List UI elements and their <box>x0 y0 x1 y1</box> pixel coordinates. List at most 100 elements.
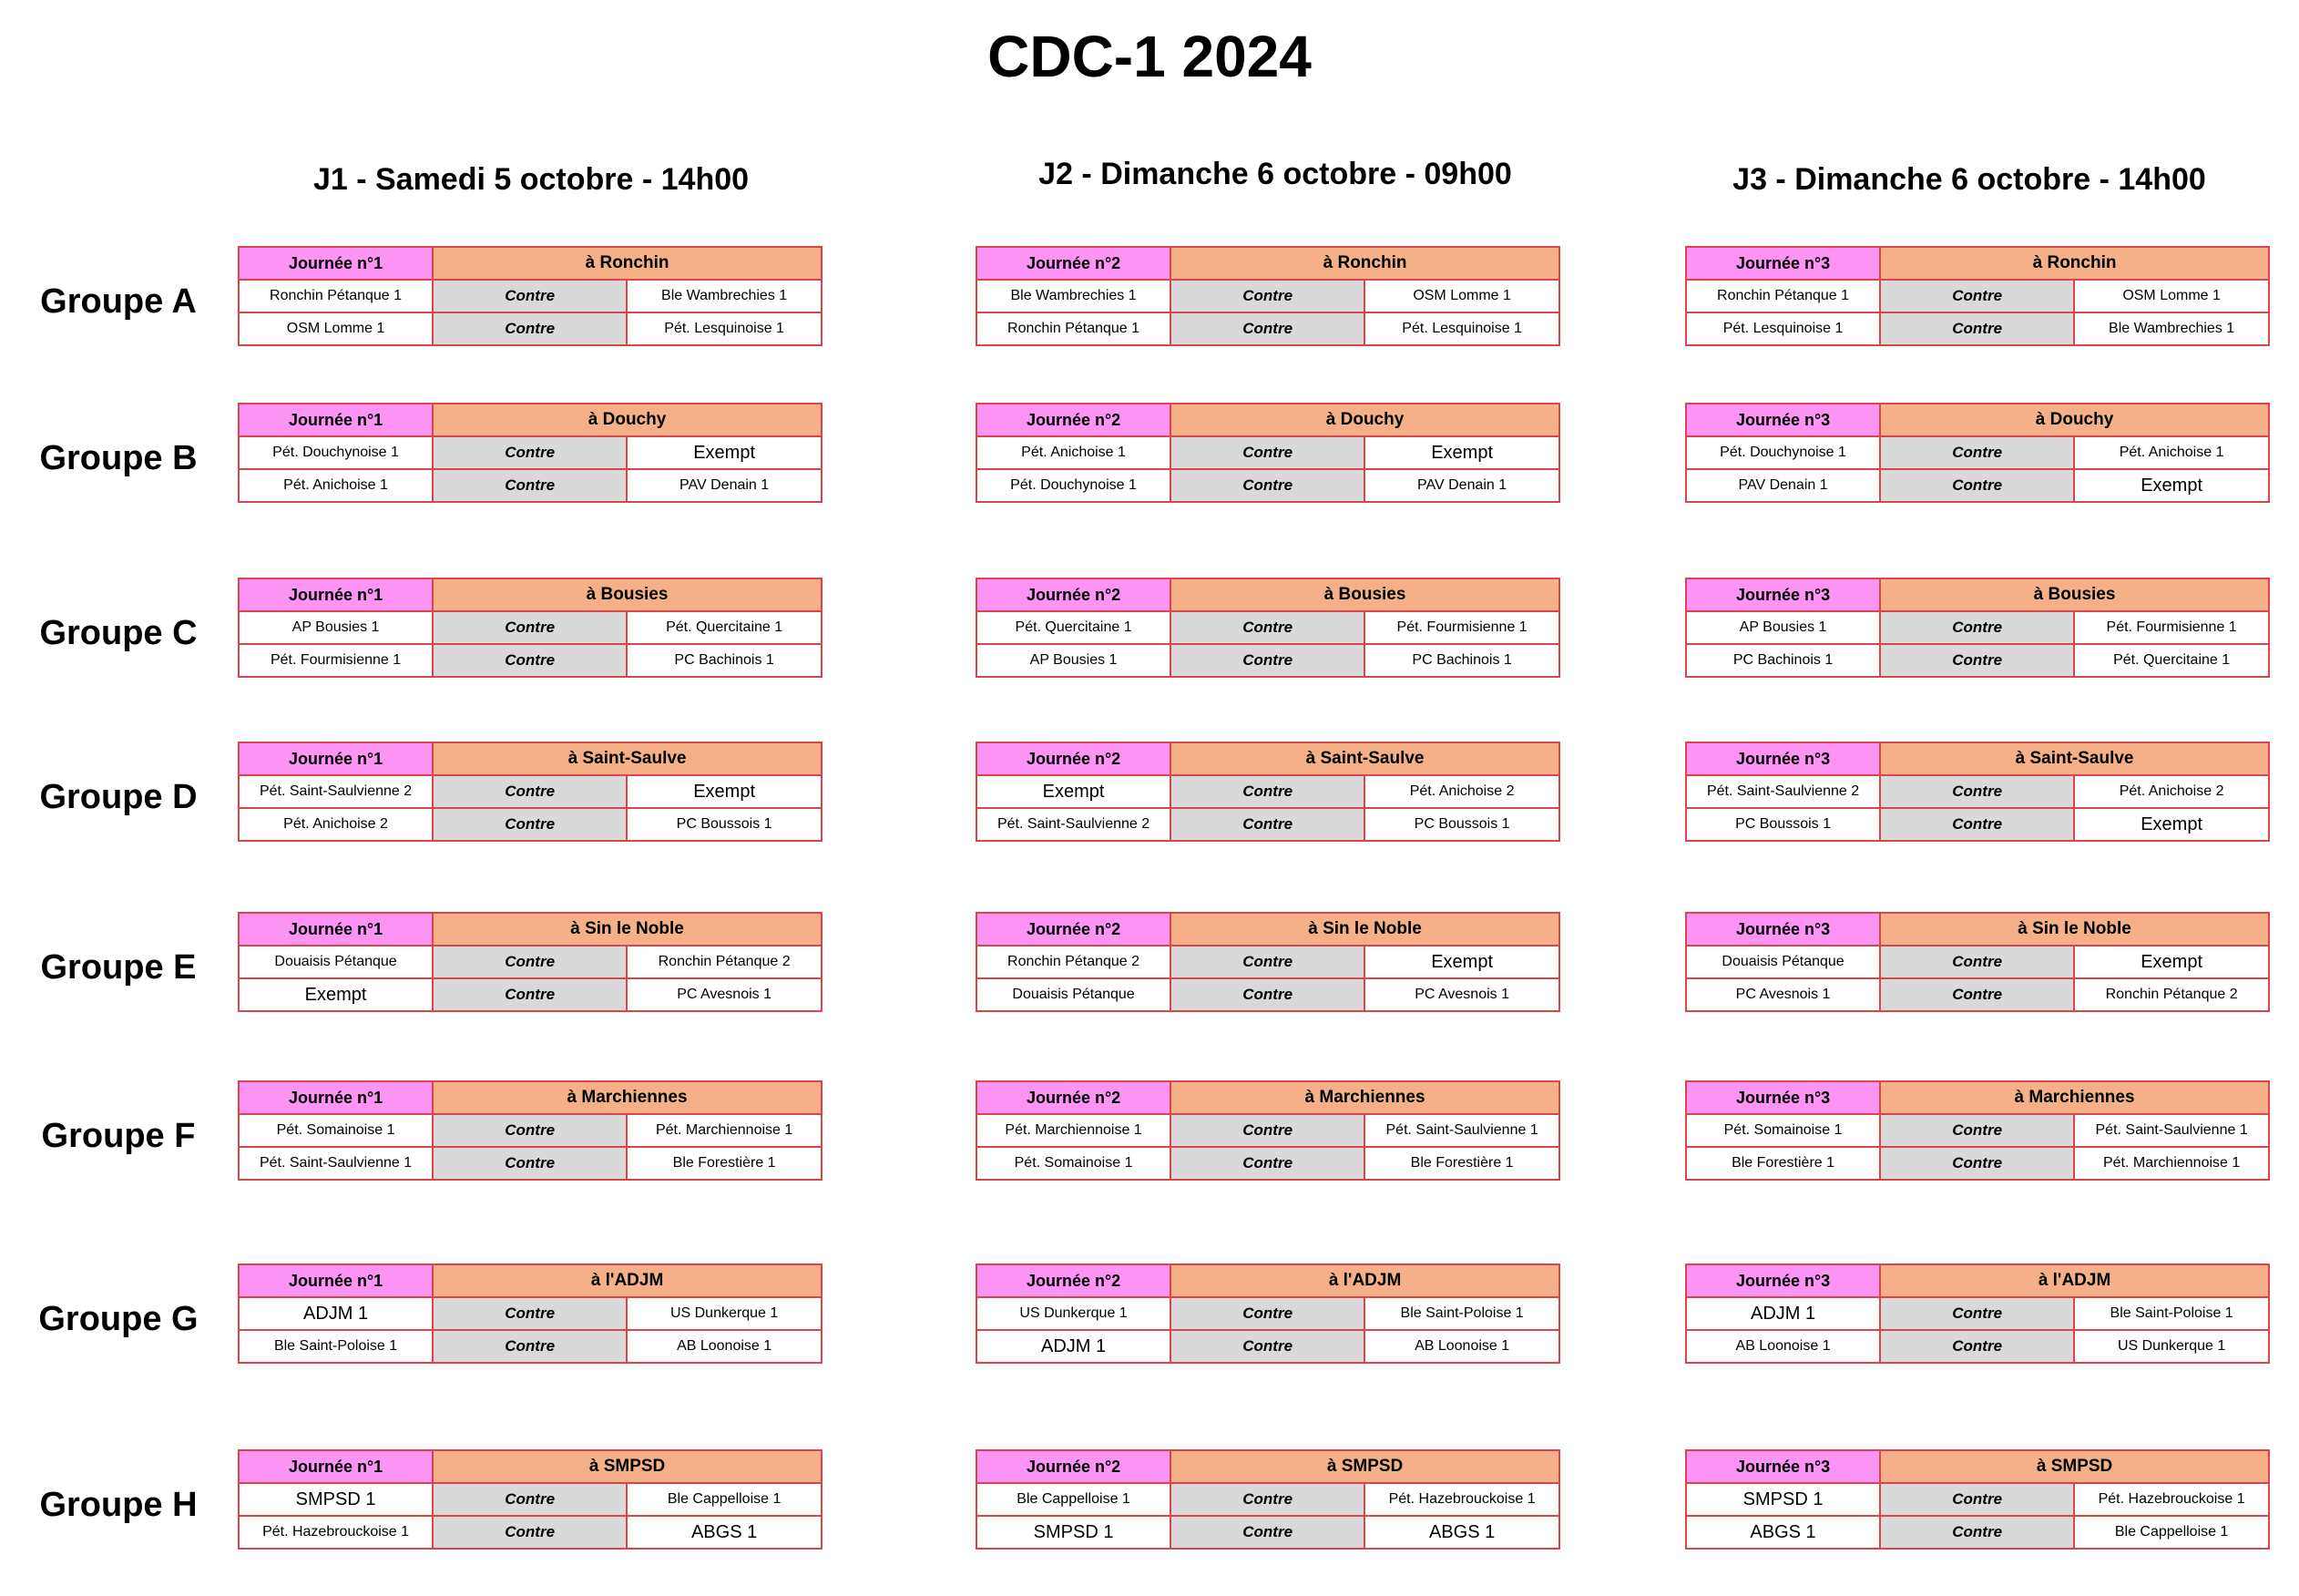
versus: Contre <box>1170 312 1366 346</box>
away-team: Ble Saint-Poloise 1 <box>2073 1296 2270 1331</box>
venue-cell: à SMPSD <box>432 1449 823 1484</box>
home-team: SMPSD 1 <box>237 1482 434 1517</box>
venue-cell: à Sin le Noble <box>1170 912 1560 946</box>
match-row: Pét. Saint-Saulvienne 1 Contre Ble Foresti… <box>237 1146 823 1181</box>
journee-cell: Journée n°1 <box>237 246 434 281</box>
versus: Contre <box>1170 807 1366 842</box>
match-row: ADJM 1 Contre Ble Saint-Poloise 1 <box>1684 1296 2270 1331</box>
match-row: Ble Cappelloise 1 Contre Pét. Hazebrouckoi… <box>975 1482 1560 1517</box>
away-team: PC Avesnois 1 <box>626 977 823 1012</box>
fixture-table: Journée n°3 à Marchiennes Pét. Somainoise … <box>1684 1080 2270 1181</box>
home-team: Douaisis Pétanque <box>975 977 1172 1012</box>
home-team: Pét. Fourmisienne 1 <box>237 643 434 678</box>
venue-cell: à l'ADJM <box>432 1264 823 1298</box>
away-team: Ble Saint-Poloise 1 <box>1364 1296 1560 1331</box>
fixture-table: Journée n°2 à Douchy Pét. Anichoise 1 Contr… <box>975 403 1560 503</box>
match-row: Exempt Contre Pét. Anichoise 2 <box>975 774 1560 809</box>
match-row: Pét. Saint-Saulvienne 2 Contre Pét. Anicho… <box>1684 774 2270 809</box>
match-row: Ronchin Pétanque 1 Contre Pét. Lesquinoise… <box>975 312 1560 346</box>
versus: Contre <box>1879 435 2076 470</box>
away-team: Exempt <box>1364 435 1560 470</box>
header-row: Journée n°1 à Douchy <box>237 403 823 437</box>
away-team: Ble Cappelloise 1 <box>2073 1515 2270 1550</box>
fixture-table: Journée n°2 à l'ADJM US Dunkerque 1 Contre B… <box>975 1264 1560 1364</box>
match-row: Pét. Lesquinoise 1 Contre Ble Wambrechies … <box>1684 312 2270 346</box>
match-row: Douaisis Pétanque Contre PC Avesnois 1 <box>975 977 1560 1012</box>
venue-cell: à Ronchin <box>432 246 823 281</box>
home-team: AB Loonoise 1 <box>1684 1329 1882 1364</box>
versus: Contre <box>1879 1515 2076 1550</box>
venue-cell: à l'ADJM <box>1170 1264 1560 1298</box>
fixture-table: Journée n°2 à SMPSD Ble Cappelloise 1 Contr… <box>975 1449 1560 1550</box>
match-row: Pét. Saint-Saulvienne 2 Contre Exempt <box>237 774 823 809</box>
journee-cell: Journée n°1 <box>237 1264 434 1298</box>
away-team: PC Boussois 1 <box>1364 807 1560 842</box>
home-team: Exempt <box>237 977 434 1012</box>
match-row: ADJM 1 Contre AB Loonoise 1 <box>975 1329 1560 1364</box>
away-team: Exempt <box>1364 945 1560 979</box>
versus: Contre <box>1879 1146 2076 1181</box>
versus: Contre <box>1879 1329 2076 1364</box>
journee-cell: Journée n°3 <box>1684 1449 1882 1484</box>
match-row: Douaisis Pétanque Contre Exempt <box>1684 945 2270 979</box>
match-row: Pét. Douchynoise 1 Contre Pét. Anichoise 1 <box>1684 435 2270 470</box>
home-team: Exempt <box>975 774 1172 809</box>
match-row: US Dunkerque 1 Contre Ble Saint-Poloise 1 <box>975 1296 1560 1331</box>
home-team: Ronchin Pétanque 1 <box>975 312 1172 346</box>
away-team: Pét. Anichoise 1 <box>2073 435 2270 470</box>
away-team: Pét. Lesquinoise 1 <box>626 312 823 346</box>
match-row: Ble Wambrechies 1 Contre OSM Lomme 1 <box>975 279 1560 313</box>
away-team: Pét. Anichoise 2 <box>1364 774 1560 809</box>
versus: Contre <box>1170 1296 1366 1331</box>
header-row: Journée n°1 à l'ADJM <box>237 1264 823 1298</box>
versus: Contre <box>1879 468 2076 503</box>
home-team: PAV Denain 1 <box>1684 468 1882 503</box>
journee-cell: Journée n°1 <box>237 912 434 946</box>
versus: Contre <box>432 1146 628 1181</box>
match-row: Pét. Douchynoise 1 Contre PAV Denain 1 <box>975 468 1560 503</box>
venue-cell: à Saint-Saulve <box>1879 742 2270 776</box>
home-team: AP Bousies 1 <box>237 610 434 645</box>
day-header: J3 - Dimanche 6 octobre - 14h00 <box>1732 162 2206 197</box>
home-team: Pét. Somainoise 1 <box>975 1146 1172 1181</box>
journee-cell: Journée n°2 <box>975 1449 1172 1484</box>
header-row: Journée n°1 à SMPSD <box>237 1449 823 1484</box>
versus: Contre <box>1170 279 1366 313</box>
fixture-table: Journée n°1 à Bousies AP Bousies 1 Contre Pé… <box>237 578 823 678</box>
away-team: PC Bachinois 1 <box>1364 643 1560 678</box>
home-team: ADJM 1 <box>237 1296 434 1331</box>
versus: Contre <box>1170 610 1366 645</box>
home-team: PC Avesnois 1 <box>1684 977 1882 1012</box>
versus: Contre <box>1170 1329 1366 1364</box>
match-row: PC Avesnois 1 Contre Ronchin Pétanque 2 <box>1684 977 2270 1012</box>
fixture-table: Journée n°3 à Bousies AP Bousies 1 Contre Pé… <box>1684 578 2270 678</box>
journee-cell: Journée n°1 <box>237 1080 434 1115</box>
header-row: Journée n°1 à Marchiennes <box>237 1080 823 1115</box>
home-team: Ble Forestière 1 <box>1684 1146 1882 1181</box>
away-team: Pét. Hazebrouckoise 1 <box>2073 1482 2270 1517</box>
home-team: Ble Wambrechies 1 <box>975 279 1172 313</box>
away-team: Pét. Anichoise 2 <box>2073 774 2270 809</box>
home-team: Pét. Douchynoise 1 <box>975 468 1172 503</box>
venue-cell: à SMPSD <box>1170 1449 1560 1484</box>
home-team: Pét. Saint-Saulvienne 2 <box>1684 774 1882 809</box>
group-label: Groupe C <box>39 614 198 652</box>
home-team: SMPSD 1 <box>975 1515 1172 1550</box>
home-team: Ble Saint-Poloise 1 <box>237 1329 434 1364</box>
versus: Contre <box>1879 279 2076 313</box>
header-row: Journée n°3 à Marchiennes <box>1684 1080 2270 1115</box>
versus: Contre <box>1170 468 1366 503</box>
versus: Contre <box>1879 807 2076 842</box>
header-row: Journée n°1 à Saint-Saulve <box>237 742 823 776</box>
away-team: Pét. Fourmisienne 1 <box>2073 610 2270 645</box>
versus: Contre <box>1879 643 2076 678</box>
versus: Contre <box>432 468 628 503</box>
home-team: SMPSD 1 <box>1684 1482 1882 1517</box>
away-team: Pét. Saint-Saulvienne 1 <box>2073 1113 2270 1148</box>
home-team: ABGS 1 <box>1684 1515 1882 1550</box>
away-team: Ble Wambrechies 1 <box>626 279 823 313</box>
home-team: Ronchin Pétanque 1 <box>237 279 434 313</box>
home-team: Pét. Saint-Saulvienne 1 <box>237 1146 434 1181</box>
home-team: AP Bousies 1 <box>975 643 1172 678</box>
